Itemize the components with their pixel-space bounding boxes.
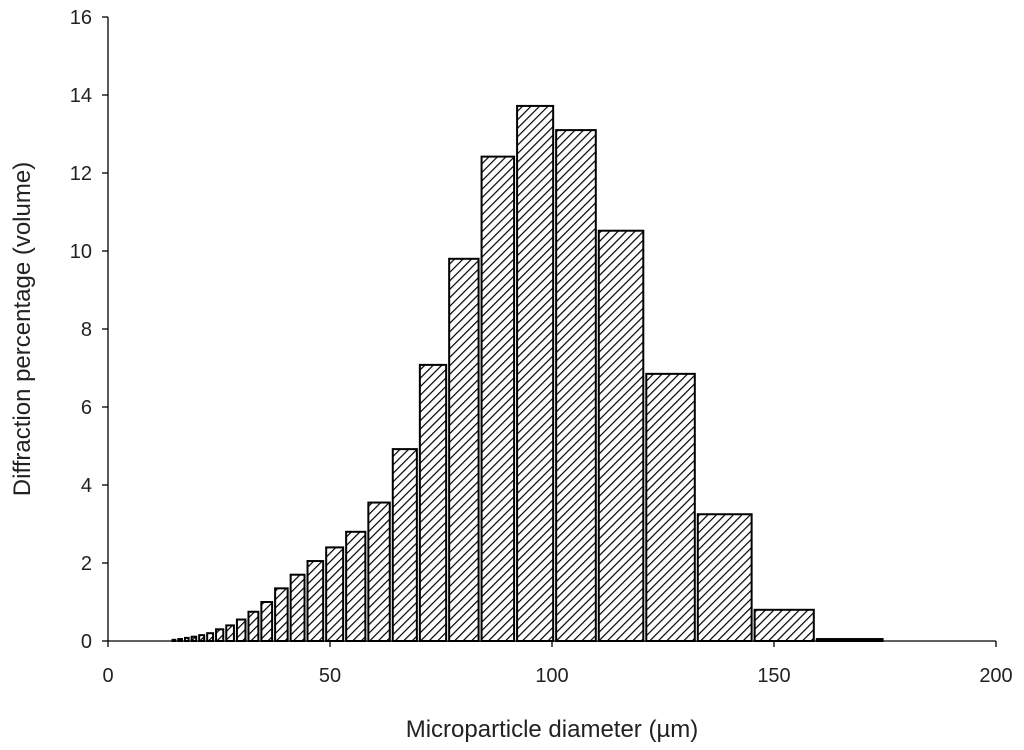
bar-17 <box>391 448 418 642</box>
bar-15 <box>345 530 367 642</box>
bar-24 <box>645 372 696 642</box>
bar-12 <box>289 573 306 643</box>
x-axis-title: Microparticle diameter (µm) <box>406 716 699 743</box>
bar-19 <box>448 257 480 642</box>
bar-13 <box>306 560 325 642</box>
y-tick-label: 16 <box>70 7 92 29</box>
bar-14 <box>325 546 345 643</box>
x-tick-label: 100 <box>535 665 568 687</box>
bar-18 <box>418 363 448 642</box>
y-tick-label: 4 <box>81 475 92 497</box>
y-axis-ticks: 0 2 4 6 8 10 12 14 16 <box>70 7 108 653</box>
bar-26 <box>753 608 815 642</box>
y-axis-title: Diffraction percentage (volume) <box>9 162 36 496</box>
y-tick-label: 6 <box>81 397 92 419</box>
bar-23 <box>597 229 645 642</box>
bars-layer <box>171 104 884 643</box>
bar-10 <box>260 601 274 642</box>
x-tick-label: 150 <box>757 665 790 687</box>
y-tick-label: 10 <box>70 241 92 263</box>
bar-8 <box>235 618 247 642</box>
bar-20 <box>480 155 516 642</box>
bar-16 <box>367 501 391 642</box>
bar-9 <box>247 610 260 642</box>
x-tick-label: 0 <box>102 665 113 687</box>
bar-25 <box>696 513 753 642</box>
bar-7 <box>225 624 235 643</box>
y-tick-label: 12 <box>70 163 92 185</box>
x-tick-label: 50 <box>319 665 341 687</box>
bar-4 <box>198 634 206 643</box>
bar-22 <box>555 129 597 642</box>
bar-6 <box>215 628 225 642</box>
bar-5 <box>206 632 215 643</box>
y-tick-label: 14 <box>70 85 92 107</box>
y-tick-label: 8 <box>81 319 92 341</box>
x-axis-ticks: 0 50 100 150 200 <box>102 641 1013 687</box>
bar-21 <box>516 104 555 643</box>
y-tick-label: 0 <box>81 631 92 653</box>
y-tick-label: 2 <box>81 553 92 575</box>
bar-11 <box>274 587 289 642</box>
x-tick-label: 200 <box>979 665 1012 687</box>
